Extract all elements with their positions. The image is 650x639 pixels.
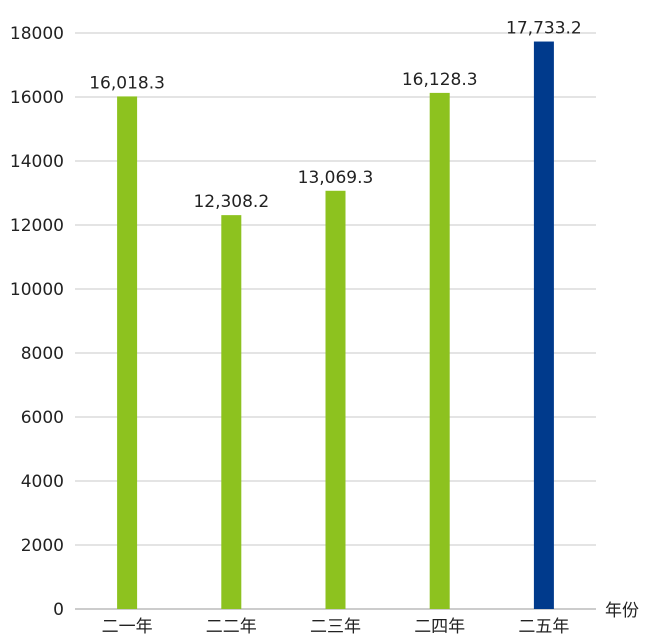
x-axis-title: 年份 bbox=[605, 601, 639, 621]
y-tick-label: 18000 bbox=[10, 24, 64, 44]
y-tick-label: 10000 bbox=[10, 280, 64, 300]
y-tick-label: 12000 bbox=[10, 216, 64, 236]
bar bbox=[429, 92, 450, 609]
data-label: 12,308.2 bbox=[193, 192, 269, 212]
y-tick-label: 0 bbox=[53, 600, 64, 620]
y-tick-label: 4000 bbox=[21, 472, 64, 492]
data-label: 16,128.3 bbox=[402, 70, 478, 90]
x-category-label: 二二年 bbox=[206, 617, 257, 637]
y-tick-label: 16000 bbox=[10, 88, 64, 108]
bar bbox=[221, 215, 242, 609]
y-axis-ticks: 0 2000 4000 6000 8000 10000 12000 14000 16000 180… bbox=[10, 24, 64, 620]
y-tick-label: 14000 bbox=[10, 152, 64, 172]
data-label: 16,018.3 bbox=[89, 73, 165, 93]
y-tick-label: 8000 bbox=[21, 344, 64, 364]
x-axis-categories: 二一年 二二年 二三年 二四年 二五年 bbox=[102, 617, 570, 637]
x-category-label: 二五年 bbox=[518, 617, 569, 637]
x-category-label: 二三年 bbox=[310, 617, 361, 637]
bar bbox=[117, 96, 138, 609]
bar bbox=[325, 190, 346, 609]
x-category-label: 二一年 bbox=[102, 617, 153, 637]
y-tick-label: 6000 bbox=[21, 408, 64, 428]
data-labels: 16,018.3 12,308.2 13,069.3 16,128.3 17,733.2 bbox=[89, 19, 582, 213]
data-label: 17,733.2 bbox=[506, 19, 582, 39]
data-label: 13,069.3 bbox=[298, 168, 374, 188]
bars bbox=[117, 41, 554, 610]
bar bbox=[533, 41, 554, 610]
y-tick-label: 2000 bbox=[21, 536, 64, 556]
x-category-label: 二四年 bbox=[414, 617, 465, 637]
